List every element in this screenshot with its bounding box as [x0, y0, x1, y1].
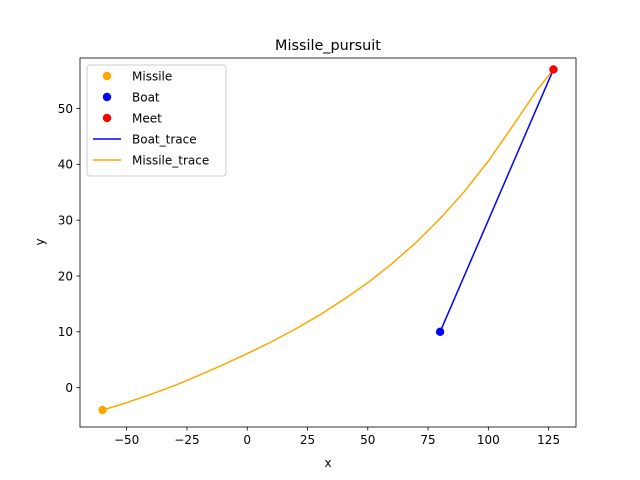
chart-title: Missile_pursuit	[275, 38, 381, 54]
x-axis-ticks: −50 −25 0 25 50 75 100 125	[114, 427, 560, 447]
x-tick-label: 125	[537, 433, 560, 447]
y-tick-label: 50	[58, 102, 73, 116]
y-tick-label: 20	[58, 269, 73, 283]
x-tick-label: 0	[243, 433, 251, 447]
x-axis-label: x	[324, 456, 331, 470]
legend-marker-boat	[102, 92, 112, 102]
point-meet	[549, 65, 558, 74]
y-tick-label: 10	[58, 325, 73, 339]
legend-label-missile-trace: Missile_trace	[132, 153, 209, 167]
plot-frame	[79, 57, 577, 428]
series-line-boat-trace	[439, 69, 555, 333]
x-tick-label: 100	[477, 433, 500, 447]
legend-marker-meet	[102, 113, 112, 123]
point-boat	[435, 327, 445, 337]
y-tick-label: 30	[58, 213, 73, 227]
legend-label-meet: Meet	[132, 111, 162, 125]
point-missile	[98, 405, 107, 415]
y-axis-label: y	[33, 238, 47, 245]
x-tick-label: 50	[360, 433, 375, 447]
legend: Missile Boat Meet Boat_trace Missile_trace	[86, 64, 227, 177]
series-line-missile-trace	[102, 68, 555, 411]
x-tick-label: −50	[114, 433, 139, 447]
legend-box	[86, 64, 227, 177]
legend-label-boat: Boat	[132, 90, 160, 104]
y-tick-label: 40	[58, 158, 73, 172]
y-axis-ticks: 0 10 20 30 40 50	[58, 102, 80, 395]
x-tick-label: −25	[174, 433, 199, 447]
x-tick-label: 25	[300, 433, 315, 447]
legend-marker-missile	[102, 71, 112, 81]
plot-area	[98, 65, 558, 415]
x-tick-label: 75	[420, 433, 435, 447]
legend-label-missile: Missile	[132, 69, 172, 83]
y-tick-label: 0	[65, 381, 73, 395]
legend-label-boat-trace: Boat_trace	[132, 132, 197, 146]
